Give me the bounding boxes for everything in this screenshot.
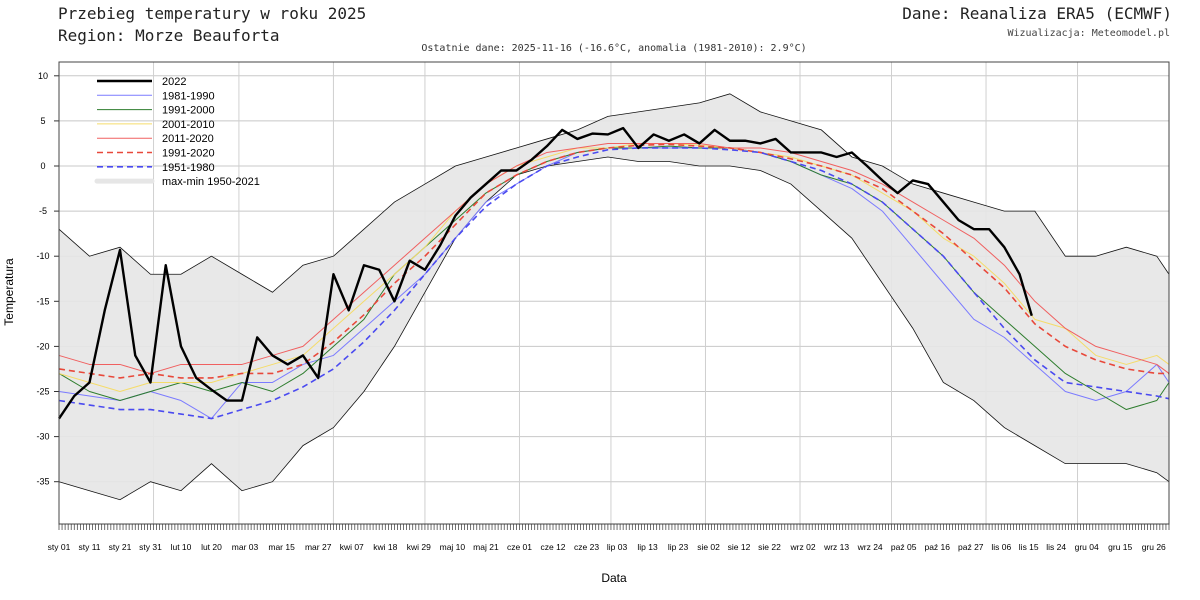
data-source: Dane: Reanaliza ERA5 (ECMWF) — [902, 4, 1172, 23]
y-tick-label: 10 — [38, 71, 48, 81]
x-tick-label: sty 21 — [109, 542, 132, 552]
x-tick-label: lip 23 — [668, 542, 689, 552]
y-tick-label: 5 — [40, 116, 45, 126]
x-tick-label: paź 27 — [958, 542, 984, 552]
x-tick-label: wrz 02 — [790, 542, 816, 552]
x-tick-label: kwi 18 — [373, 542, 397, 552]
x-tick-label: lip 03 — [607, 542, 628, 552]
x-tick-label: kwi 07 — [340, 542, 364, 552]
y-tick-label: -10 — [36, 251, 49, 261]
y-tick-label: -15 — [36, 296, 49, 306]
x-tick-label: gru 15 — [1108, 542, 1132, 552]
y-axis-label: Temperatura — [2, 258, 16, 326]
x-tick-label: lut 20 — [201, 542, 222, 552]
series-line-2022 — [58, 126, 1033, 420]
y-tick-label: -30 — [36, 432, 49, 442]
x-tick-label: maj 10 — [440, 542, 466, 552]
series-layer — [58, 126, 1170, 420]
legend-label: 2001-2010 — [162, 119, 215, 131]
envelope-min-line — [58, 156, 1170, 501]
x-tick-label: wrz 13 — [823, 542, 849, 552]
legend: 2022 1981-1990 1991-2000 2001-2010 2011-2020… — [94, 76, 260, 188]
x-tick-label: paź 05 — [891, 542, 917, 552]
x-tick-label: lis 24 — [1046, 542, 1066, 552]
y-tick-label: -25 — [36, 387, 49, 397]
x-tick-label: lip 13 — [637, 542, 658, 552]
x-tick-label: sty 11 — [78, 542, 100, 552]
x-tick-label: lis 06 — [991, 542, 1011, 552]
legend-label: 1951-1980 — [162, 162, 215, 174]
latest-data-note: Ostatnie dane: 2025-11-16 (-16.6°C, anom… — [421, 43, 807, 54]
series-line-2011-2020 — [58, 142, 1170, 374]
x-tick-label: wrz 24 — [857, 542, 883, 552]
x-tick-label: sty 31 — [139, 542, 162, 552]
x-tick-label: mar 27 — [305, 542, 332, 552]
y-tick-label: -5 — [39, 206, 47, 216]
legend-label: 1991-2020 — [162, 148, 215, 160]
x-tick-label: kwi 29 — [407, 542, 431, 552]
visualization-credit: Wizualizacja: Meteomodel.pl — [1007, 28, 1170, 39]
x-tick-label: sie 02 — [697, 542, 720, 552]
legend-label: 2011-2020 — [162, 133, 214, 145]
legend-label: 1981-1990 — [162, 90, 215, 102]
x-tick-label: lis 15 — [1019, 542, 1039, 552]
x-tick-label: lut 10 — [171, 542, 192, 552]
region-label: Region: Morze Beauforta — [58, 26, 280, 45]
series-line-2001-2010 — [58, 142, 1170, 392]
envelope-layer — [58, 93, 1170, 501]
x-tick-label: sty 01 — [48, 542, 71, 552]
x-tick-label: mar 15 — [268, 542, 295, 552]
x-tick-label: sie 22 — [758, 542, 781, 552]
x-tick-label: cze 23 — [574, 542, 599, 552]
x-tick-label: gru 04 — [1075, 542, 1099, 552]
x-axis-label: Data — [601, 571, 627, 585]
x-tick-label: paź 16 — [924, 542, 950, 552]
x-tick-label: cze 01 — [507, 542, 532, 552]
x-tick-label: gru 26 — [1142, 542, 1166, 552]
y-tick-label: 0 — [40, 161, 45, 171]
legend-label: 2022 — [162, 76, 186, 88]
y-tick-label: -35 — [36, 477, 49, 487]
legend-label: max-min 1950-2021 — [162, 176, 260, 188]
x-tick-label: maj 21 — [473, 542, 499, 552]
axes: 10 5 0 -5 -10 -15 -20 -25 -30 -35 sty 01 sty 11 sty … — [36, 61, 1170, 552]
x-tick-label: mar 03 — [232, 542, 259, 552]
y-tick-label: -20 — [36, 341, 49, 351]
envelope-max-line — [58, 93, 1170, 293]
chart-title: Przebieg temperatury w roku 2025 — [58, 4, 367, 23]
series-line-1991-2020 — [58, 143, 1169, 379]
envelope-area — [59, 93, 1169, 500]
x-tick-label: cze 12 — [540, 542, 565, 552]
x-tick-label: sie 12 — [728, 542, 751, 552]
legend-label: 1991-2000 — [162, 105, 215, 117]
series-line-1951-1980 — [58, 147, 1170, 420]
